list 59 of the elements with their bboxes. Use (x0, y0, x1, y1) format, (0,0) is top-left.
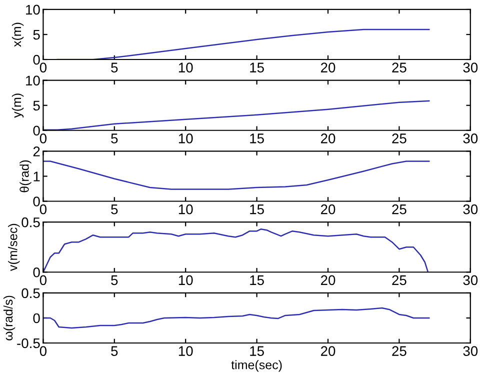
x-tick-label: 25 (392, 62, 406, 72)
x-tick-label: 15 (250, 346, 264, 356)
y-tick-label: 10 (26, 4, 40, 15)
x-tick-label: 25 (392, 275, 406, 286)
x-tick-label: 30 (463, 204, 478, 214)
x-tick-label: 0 (40, 275, 47, 286)
line-series (43, 228, 428, 272)
y-tick-label: 0 (33, 126, 40, 136)
y-tick-label: -0.5 (17, 338, 40, 348)
y-axis-title: ω(rad/s) (3, 296, 16, 340)
x-tick-label: 15 (250, 62, 264, 72)
x-axis-title: time(sec) (231, 360, 282, 372)
x-tick-label: 25 (392, 346, 406, 356)
x-tick-label: 15 (250, 275, 264, 286)
x-tick-label: 20 (320, 275, 336, 286)
x-tick-label: 30 (463, 134, 478, 144)
line-series (43, 307, 430, 329)
y-tick-label: 0 (33, 54, 40, 65)
y-tick-label: 0.5 (22, 288, 40, 298)
x-tick-label: 5 (111, 62, 118, 72)
y-axis-title: x(m) (12, 22, 24, 47)
line-series (43, 100, 430, 130)
x-tick-label: 10 (178, 275, 193, 286)
y-tick-label: 5 (33, 100, 40, 111)
x-tick-label: 0 (40, 134, 47, 144)
y-tick-label: 0 (33, 313, 40, 324)
x-tick-label: 10 (178, 134, 193, 144)
y-axis-title: θ(rad) (20, 160, 32, 192)
y-tick-label: 2 (33, 146, 40, 156)
y-tick-label: 1 (34, 172, 40, 182)
x-tick-label: 20 (320, 204, 336, 214)
line-series (43, 160, 430, 190)
y-tick-label: 0.5 (22, 217, 40, 228)
x-tick-label: 25 (392, 134, 406, 144)
x-tick-label: 30 (463, 275, 478, 286)
x-tick-label: 5 (111, 275, 118, 286)
x-tick-label: 20 (320, 62, 336, 72)
y-tick-label: 0 (33, 267, 40, 278)
y-tick-label: 5 (33, 30, 40, 40)
x-tick-label: 5 (111, 204, 118, 214)
x-tick-label: 15 (250, 134, 264, 144)
y-tick-label: 10 (26, 76, 40, 86)
x-tick-label: 5 (111, 346, 118, 356)
x-tick-label: 20 (320, 346, 336, 356)
x-tick-label: 25 (392, 204, 406, 214)
x-tick-label: 30 (463, 346, 478, 356)
x-tick-label: 15 (250, 204, 264, 214)
y-tick-label: 0 (33, 196, 40, 206)
x-tick-label: 10 (178, 62, 193, 72)
y-axis-title: v(m/sec) (8, 224, 20, 272)
x-tick-label: 0 (40, 204, 47, 214)
y-axis-title: y(m) (12, 94, 24, 118)
x-tick-label: 0 (40, 62, 47, 72)
x-tick-label: 10 (178, 204, 193, 214)
x-tick-label: 5 (111, 134, 118, 144)
x-tick-label: 10 (178, 346, 193, 356)
x-tick-label: 30 (463, 62, 478, 72)
x-tick-label: 20 (320, 134, 336, 144)
x-tick-label: 0 (40, 346, 47, 356)
